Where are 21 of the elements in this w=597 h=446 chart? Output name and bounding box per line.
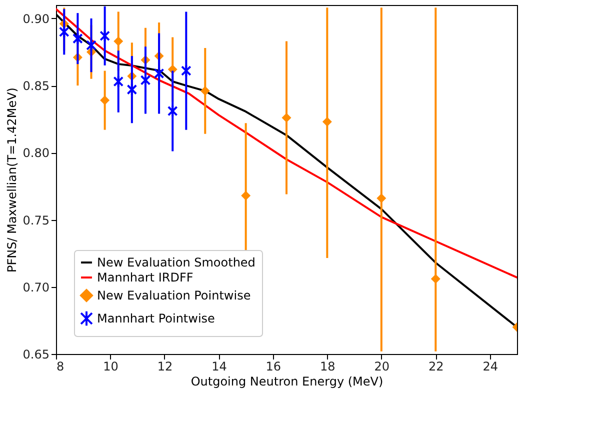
- x-tick-label: 22: [428, 360, 444, 374]
- x-tick-label: 24: [482, 360, 498, 374]
- x-tick-label: 8: [56, 360, 64, 374]
- x-tick-label: 18: [320, 360, 336, 374]
- y-tick-label: 0.65: [22, 348, 50, 362]
- y-tick-label: 0.70: [22, 280, 50, 294]
- legend-label: New Evaluation Pointwise: [97, 288, 251, 302]
- y-axis-title: PFNS/ Maxwellian(T=1.42MeV): [4, 88, 19, 272]
- x-tick-label: 20: [374, 360, 390, 374]
- x-tick-label: 12: [157, 360, 173, 374]
- legend-label: New Evaluation Smoothed: [97, 256, 256, 270]
- y-tick-label: 0.90: [22, 12, 50, 26]
- legend-label: Mannhart Pointwise: [97, 312, 215, 326]
- x-axis-title: Outgoing Neutron Energy (MeV): [190, 374, 384, 388]
- x-tick-label: 10: [103, 360, 118, 374]
- legend-label: Mannhart IRDFF: [97, 270, 194, 284]
- y-tick-label: 0.85: [22, 79, 50, 94]
- y-tick-label: 0.80: [22, 146, 50, 160]
- x-tick-label: 16: [266, 360, 282, 374]
- x-tick-label: 14: [212, 360, 227, 374]
- y-tick-label: 0.75: [22, 213, 50, 228]
